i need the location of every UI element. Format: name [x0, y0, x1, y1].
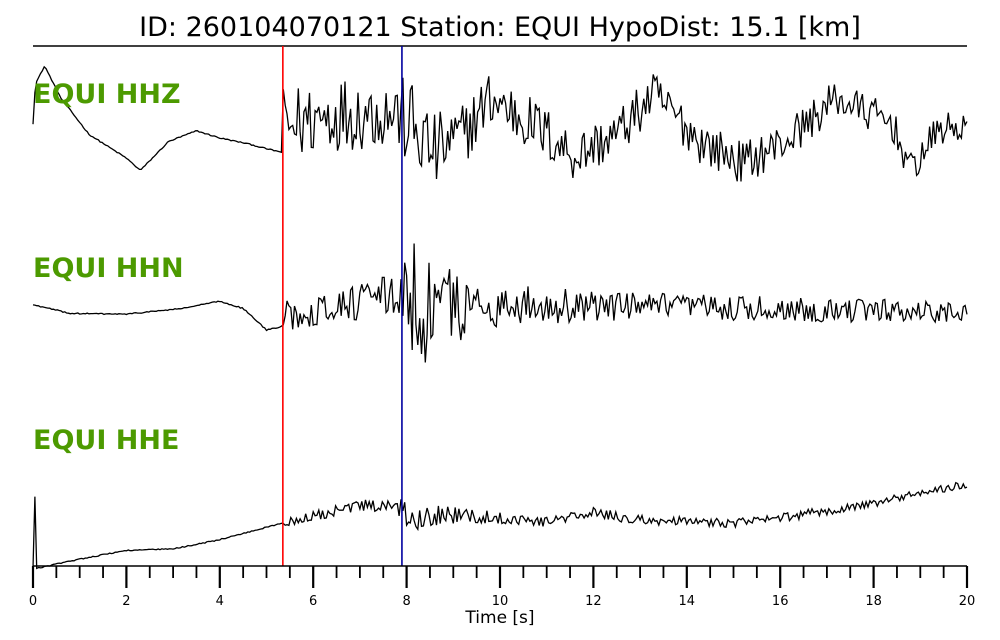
phase-pick-layer: [282, 46, 403, 566]
trace-layer: [32, 65, 968, 570]
x-tick-label: 10: [492, 594, 509, 609]
chart-title: ID: 260104070121 Station: EQUI HypoDist:…: [139, 12, 861, 43]
x-tick-label: 18: [865, 594, 882, 609]
x-tick-label: 0: [29, 594, 37, 609]
trace-line-3: [32, 481, 968, 570]
x-tick-label: 20: [959, 594, 976, 609]
x-tick-label: 4: [216, 594, 224, 609]
channel-label-3: EQUI HHE: [33, 425, 179, 456]
x-tick-label: 16: [772, 594, 789, 609]
x-axis: 0 2 4 6 8 10 12 14 16 18 20: [29, 565, 976, 609]
x-axis-label: Time [s]: [464, 608, 534, 628]
channel-label-1: EQUI HHZ: [33, 79, 181, 110]
x-tick-label: 2: [122, 594, 130, 609]
x-tick-label: 6: [309, 594, 317, 609]
x-tick-label: 14: [679, 594, 696, 609]
channel-label-2: EQUI HHN: [33, 253, 184, 284]
channel-label-layer: EQUI HHZ EQUI HHN EQUI HHE: [33, 79, 184, 456]
trace-line-2: [32, 243, 968, 363]
x-tick-label: 8: [402, 594, 410, 609]
trace-line-1: [32, 65, 968, 182]
x-tick-label: 12: [585, 594, 602, 609]
